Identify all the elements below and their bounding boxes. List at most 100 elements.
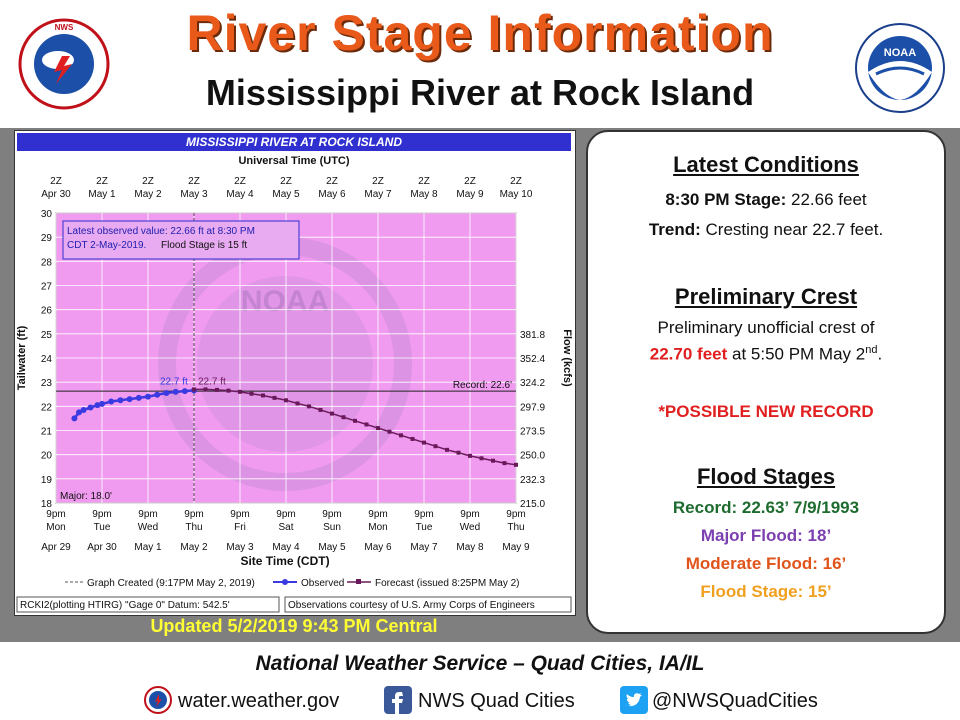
bottom-axis-ticks: 9pm Mon Apr 29 9pm Tue Apr 30 9pm Wed May 1 9pm Th…	[41, 509, 530, 553]
top-tick-date: May 7	[364, 189, 392, 200]
twitter-icon[interactable]	[620, 686, 648, 714]
y-tick-label: 19	[41, 475, 53, 486]
crest-at: at 5:50 PM May 2	[732, 344, 866, 364]
flood-heading: Flood Stages	[696, 464, 836, 489]
forecast-point	[307, 404, 311, 409]
forecast-point	[341, 415, 346, 420]
forecast-point	[364, 422, 369, 427]
record-line: Record: 22.6' Major: 18.0'	[56, 380, 516, 502]
crest-value: 22.70 feet	[649, 344, 728, 364]
y-tick-label: 25	[41, 330, 53, 341]
forecast-point	[203, 387, 208, 392]
y-tick-label: 29	[41, 233, 53, 244]
forecast-point	[261, 393, 265, 398]
updated-timestamp: Updated 5/2/2019 9:43 PM Central	[150, 616, 438, 636]
facebook-link[interactable]: NWS Quad Cities	[418, 690, 575, 712]
y-tick-label: 26	[41, 306, 53, 317]
noaa-logo-text: NOAA	[884, 47, 916, 59]
flood-stage: Flood Stage: 15’	[700, 582, 832, 601]
forecast-point	[238, 389, 242, 394]
observed-point	[71, 415, 78, 422]
crest-line2: 22.70 feet at 5:50 PM May 2nd.	[588, 344, 944, 365]
facebook-icon[interactable]	[384, 686, 412, 714]
bottom-tick-date: Apr 29	[41, 542, 71, 553]
y-tick-label: 18	[41, 499, 53, 510]
forecast-point	[284, 398, 288, 403]
info-card: Latest Conditions 8:30 PM Stage: 22.66 f…	[586, 130, 946, 634]
observed-point	[108, 398, 115, 405]
observed-point	[172, 388, 179, 395]
header: NWS River Stage Information Mississippi …	[0, 0, 960, 128]
bottom-tick-date: May 4	[272, 542, 300, 553]
courtesy-note: Observations courtesy of U.S. Army Corps…	[288, 600, 535, 611]
bottom-tick-date: May 2	[180, 542, 208, 553]
bottom-tick-date: May 5	[318, 542, 346, 553]
bottom-tick-time: 9pm	[276, 509, 295, 520]
forecast-point	[410, 436, 415, 441]
y-tick-label: 24	[41, 354, 53, 365]
bottom-tick-date: Apr 30	[87, 542, 117, 553]
y-axis-label: Tailwater (ft)	[16, 325, 28, 390]
nws-small-icon	[144, 686, 172, 714]
chart-title: MISSISSIPPI RIVER AT ROCK ISLAND	[186, 135, 402, 149]
bottom-tick-time: 9pm	[46, 509, 65, 520]
record-stage: Record: 22.63’ 7/9/1993	[672, 498, 860, 517]
bottom-tick-day: Tue	[416, 522, 433, 533]
bottom-tick-date: May 9	[502, 542, 530, 553]
bottom-tick-time: 9pm	[92, 509, 111, 520]
top-tick-date: May 6	[318, 189, 346, 200]
forecast-point	[479, 456, 484, 461]
noaa-logo-icon: NOAA	[855, 23, 945, 113]
top-tick-label: 2Z	[142, 176, 154, 187]
bottom-tick-day: Mon	[46, 522, 65, 533]
forecast-point	[215, 387, 219, 392]
bottom-tick-day: Thu	[185, 522, 202, 533]
bottom-tick-date: May 6	[364, 542, 392, 553]
y-tick-label: 28	[41, 257, 53, 268]
y2-axis-label: Flow (kcfs)	[561, 329, 573, 387]
twitter-link[interactable]: @NWSQuadCities	[652, 690, 818, 712]
bottom-tick-day: Sun	[323, 522, 341, 533]
observed-point	[94, 402, 101, 409]
y-tick-label: 20	[41, 451, 53, 462]
trend-label: Trend:	[648, 220, 701, 239]
y-tick-label: 30	[41, 209, 53, 220]
crest-end: .	[877, 344, 883, 364]
datum-note: RCKI2(plotting HTIRG) "Gage 0" Datum: 54…	[20, 600, 230, 611]
latest-heading: Latest Conditions	[673, 152, 859, 177]
trend-value: Cresting near 22.7 feet.	[705, 220, 884, 239]
top-tick-label: 2Z	[464, 176, 476, 187]
page-subtitle: Mississippi River at Rock Island	[205, 72, 755, 113]
y-tick-label: 22	[41, 402, 53, 413]
legend: Graph Created (9:17PM May 2, 2019) Obser…	[65, 578, 520, 589]
observed-point	[135, 394, 142, 401]
crest-heading: Preliminary Crest	[674, 284, 858, 309]
bottom-tick-time: 9pm	[506, 509, 525, 520]
bottom-tick-date: May 1	[134, 542, 162, 553]
note-line2: CDT 2-May-2019.	[67, 240, 146, 251]
top-tick-date: May 2	[134, 189, 162, 200]
forecast-point	[330, 411, 334, 416]
y-tick-label: 21	[41, 427, 53, 438]
possible-record: *POSSIBLE NEW RECORD	[658, 402, 874, 421]
top-tick-label: 2Z	[510, 176, 522, 187]
top-tick-label: 2Z	[50, 176, 62, 187]
crest-label-forecast: 22.7 ft	[198, 376, 226, 387]
top-tick-date: May 3	[180, 189, 208, 200]
bottom-tick-time: 9pm	[322, 509, 341, 520]
top-tick-date: May 8	[410, 189, 438, 200]
forecast-point	[456, 450, 461, 455]
bottom-tick-day: Mon	[368, 522, 387, 533]
web-link[interactable]: water.weather.gov	[178, 690, 340, 712]
top-tick-date: May 1	[88, 189, 116, 200]
observed-line	[73, 389, 195, 420]
top-axis-title: Universal Time (UTC)	[238, 155, 349, 167]
trend-line: Trend: Cresting near 22.7 feet.	[588, 220, 944, 240]
moderate-stage: Moderate Flood: 16’	[685, 554, 847, 573]
bottom-tick-time: 9pm	[138, 509, 157, 520]
chart-title-bar	[17, 133, 571, 151]
footer-title: National Weather Service – Quad Cities, …	[255, 652, 705, 675]
hydrograph-chart: MISSISSIPPI RIVER AT ROCK ISLAND Univers…	[14, 130, 576, 616]
stage-label: 8:30 PM Stage:	[665, 190, 787, 209]
stage-line: 8:30 PM Stage: 22.66 feet	[588, 190, 944, 210]
